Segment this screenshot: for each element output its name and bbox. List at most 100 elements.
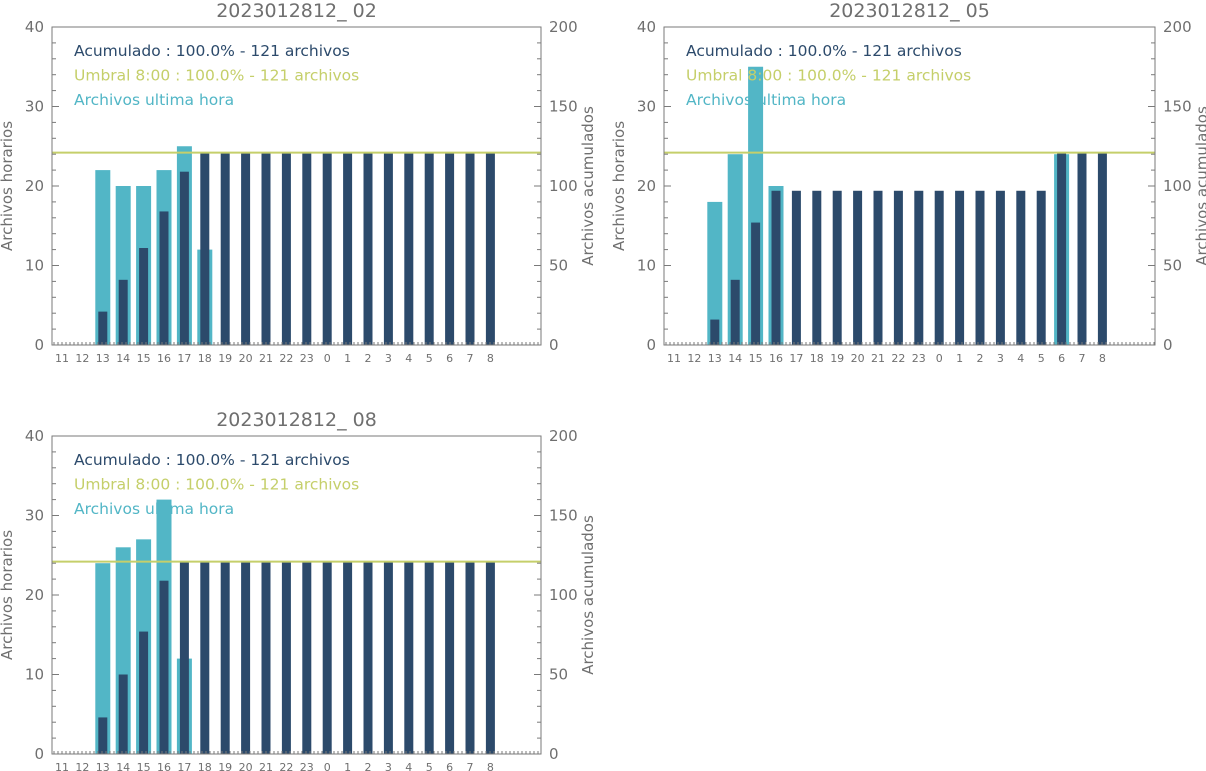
x-tick-label: 6 bbox=[446, 352, 453, 365]
cumulative-bar bbox=[302, 561, 312, 754]
y-tick-label: 40 bbox=[25, 18, 44, 36]
y2-tick-label: 0 bbox=[549, 336, 559, 354]
cumulative-bar bbox=[281, 152, 291, 345]
y-tick-label: 30 bbox=[637, 98, 656, 116]
x-tick-label: 2 bbox=[977, 352, 984, 365]
cumulative-bar bbox=[751, 222, 761, 345]
x-tick-label: 23 bbox=[300, 761, 314, 771]
cumulative-bar bbox=[424, 152, 434, 345]
x-tick-label: 1 bbox=[956, 352, 963, 365]
x-tick-label: 19 bbox=[218, 352, 232, 365]
y2-tick-label: 150 bbox=[549, 507, 578, 525]
x-tick-label: 20 bbox=[239, 352, 253, 365]
y2-tick-label: 50 bbox=[549, 257, 568, 275]
cumulative-bar bbox=[200, 561, 210, 754]
x-tick-label: 3 bbox=[385, 352, 392, 365]
cumulative-bar bbox=[975, 190, 985, 345]
x-tick-label: 3 bbox=[385, 761, 392, 771]
cumulative-bar bbox=[404, 561, 414, 754]
cumulative-bar bbox=[322, 561, 332, 754]
x-tick-label: 2 bbox=[365, 761, 372, 771]
x-tick-label: 1 bbox=[344, 352, 351, 365]
y2-tick-label: 150 bbox=[549, 98, 578, 116]
x-tick-label: 18 bbox=[198, 761, 212, 771]
x-tick-label: 12 bbox=[687, 352, 701, 365]
cumulative-bar bbox=[465, 561, 475, 754]
legend-entry: Acumulado : 100.0% - 121 archivos bbox=[74, 42, 350, 60]
x-tick-label: 2 bbox=[365, 352, 372, 365]
y-tick-label: 20 bbox=[25, 177, 44, 195]
x-tick-label: 22 bbox=[279, 352, 293, 365]
x-tick-label: 6 bbox=[1058, 352, 1065, 365]
x-tick-label: 5 bbox=[426, 352, 433, 365]
cumulative-bar bbox=[873, 190, 883, 345]
y-tick-label: 20 bbox=[637, 177, 656, 195]
x-tick-label: 4 bbox=[1017, 352, 1024, 365]
x-tick-label: 7 bbox=[467, 352, 474, 365]
y2-tick-label: 50 bbox=[1163, 257, 1182, 275]
x-tick-label: 7 bbox=[1079, 352, 1086, 365]
y-tick-label: 20 bbox=[25, 586, 44, 604]
cumulative-bar bbox=[404, 152, 414, 345]
x-tick-label: 4 bbox=[405, 761, 412, 771]
y-axis-label: Archivos horarios bbox=[0, 121, 16, 251]
hourly-bar bbox=[95, 563, 111, 754]
y-tick-label: 40 bbox=[25, 427, 44, 445]
x-tick-label: 19 bbox=[218, 761, 232, 771]
cumulative-bar bbox=[445, 561, 455, 754]
cumulative-bar bbox=[955, 190, 965, 345]
x-tick-label: 5 bbox=[1038, 352, 1045, 365]
x-tick-label: 20 bbox=[239, 761, 253, 771]
cumulative-bar bbox=[893, 190, 903, 345]
legend-entry: Umbral 8:00 : 100.0% - 121 archivos bbox=[74, 476, 359, 494]
x-tick-label: 3 bbox=[997, 352, 1004, 365]
y2-tick-label: 200 bbox=[549, 18, 578, 36]
x-tick-label: 17 bbox=[177, 352, 191, 365]
cumulative-bar bbox=[200, 152, 210, 345]
x-tick-label: 13 bbox=[96, 352, 110, 365]
x-tick-label: 21 bbox=[259, 761, 273, 771]
cumulative-bar bbox=[139, 248, 149, 345]
cumulative-bar bbox=[710, 319, 720, 345]
x-tick-label: 23 bbox=[300, 352, 314, 365]
cumulative-bar bbox=[261, 152, 271, 345]
x-tick-label: 19 bbox=[830, 352, 844, 365]
cumulative-bar bbox=[281, 561, 291, 754]
cumulative-bar bbox=[241, 561, 251, 754]
y-tick-label: 10 bbox=[25, 257, 44, 275]
legend-entry: Umbral 8:00 : 100.0% - 121 archivos bbox=[686, 67, 971, 85]
x-tick-label: 5 bbox=[426, 761, 433, 771]
x-tick-label: 7 bbox=[467, 761, 474, 771]
x-tick-label: 4 bbox=[405, 352, 412, 365]
x-tick-label: 17 bbox=[177, 761, 191, 771]
x-tick-label: 18 bbox=[198, 352, 212, 365]
x-tick-label: 15 bbox=[137, 761, 151, 771]
chart-title: 2023012812_ 05 bbox=[829, 0, 990, 22]
chart-title: 2023012812_ 02 bbox=[216, 0, 377, 22]
x-tick-label: 23 bbox=[912, 352, 926, 365]
y-tick-label: 40 bbox=[637, 18, 656, 36]
x-tick-label: 16 bbox=[157, 761, 171, 771]
y2-tick-label: 150 bbox=[1163, 98, 1192, 116]
x-tick-label: 13 bbox=[96, 761, 110, 771]
y-tick-label: 0 bbox=[34, 745, 44, 763]
x-tick-label: 20 bbox=[851, 352, 865, 365]
y2-axis-label: Archivos acumulados bbox=[579, 515, 597, 675]
x-tick-label: 11 bbox=[55, 352, 69, 365]
cumulative-bar bbox=[1077, 152, 1087, 345]
cumulative-bar bbox=[771, 190, 781, 345]
cumulative-bar bbox=[343, 561, 353, 754]
cumulative-bar bbox=[159, 580, 169, 754]
hourly-bar bbox=[95, 170, 111, 345]
y2-tick-label: 0 bbox=[549, 745, 559, 763]
y2-axis-label: Archivos acumulados bbox=[1193, 106, 1206, 266]
x-tick-label: 14 bbox=[116, 761, 130, 771]
x-tick-label: 0 bbox=[324, 352, 331, 365]
y2-axis-label: Archivos acumulados bbox=[579, 106, 597, 266]
cumulative-bar bbox=[383, 152, 393, 345]
cumulative-bar bbox=[832, 190, 842, 345]
hourly-bar bbox=[707, 201, 723, 345]
y-axis-label: Archivos horarios bbox=[0, 530, 16, 660]
